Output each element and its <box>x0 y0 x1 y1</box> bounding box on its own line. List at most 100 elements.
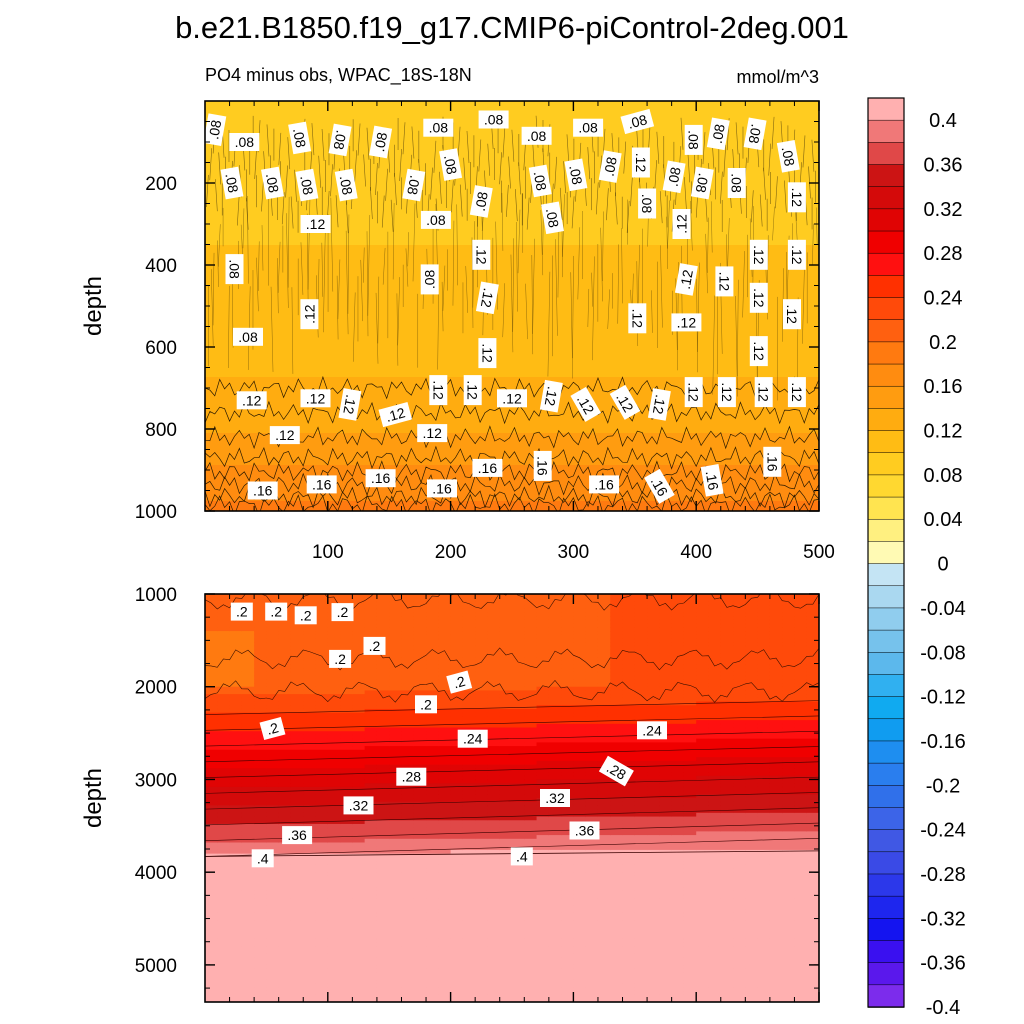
contour-label-box <box>749 282 768 313</box>
lower-fill-cell <box>450 916 464 921</box>
upper-contour-stroke <box>775 176 778 209</box>
lower-fill-cell <box>536 938 550 944</box>
lower-fill-cell <box>376 671 390 677</box>
lower-fill-cell <box>315 772 329 777</box>
contour-label-box <box>521 126 552 145</box>
lower-fill-cell <box>290 742 304 747</box>
lower-fill-cell <box>597 823 611 829</box>
lower-fill-cell <box>217 964 231 970</box>
lower-fill-cell <box>597 653 611 658</box>
lower-fill-cell <box>438 868 452 873</box>
lower-fill-cell <box>278 671 292 677</box>
lower-fill-cell <box>352 749 366 755</box>
lower-fill-cell <box>327 938 341 944</box>
lower-fill-cell <box>389 935 403 940</box>
lower-fill-cell <box>610 942 624 947</box>
lower-fill-cell <box>217 594 231 599</box>
lower-fill-cell <box>426 898 439 903</box>
lower-fill-cell <box>364 742 378 747</box>
lower-fill-cell <box>352 909 366 914</box>
contour-label-box <box>300 389 331 408</box>
lower-fill-cell <box>352 968 366 973</box>
lower-fill-cell <box>548 894 562 899</box>
lower-fill-cell <box>426 875 439 881</box>
lower-fill-cell <box>205 894 218 899</box>
lower-fill-cell <box>585 757 599 762</box>
lower-fill-cell <box>548 605 562 610</box>
lower-fill-cell <box>278 938 292 944</box>
lower-fill-cell <box>647 868 660 873</box>
upper-fill-band <box>205 369 819 374</box>
lower-fill-cell <box>315 846 329 851</box>
contour-label-box <box>690 166 714 200</box>
lower-fill-cell <box>475 961 489 966</box>
lower-fill-cell <box>499 634 513 640</box>
lower-fill-cell <box>340 701 353 706</box>
lower-fill-cell <box>340 779 353 784</box>
lower-fill-cell <box>401 849 415 855</box>
lower-fill-cell <box>524 775 538 781</box>
lower-fill-cell <box>278 645 292 651</box>
lower-fill-cell <box>229 957 243 962</box>
lower-fill-cell <box>512 820 525 825</box>
lower-fill-cell <box>229 983 243 988</box>
upper-contour-stroke <box>502 283 505 338</box>
lower-fill-cell <box>536 950 550 955</box>
lower-fill-cell <box>450 864 464 870</box>
lower-fill-cell <box>475 920 489 925</box>
lower-fill-cell <box>524 805 538 810</box>
lower-fill-cell <box>401 683 415 688</box>
lower-fill-cell <box>241 668 255 673</box>
contour-label-box <box>300 215 331 233</box>
lower-fill-cell <box>634 679 648 684</box>
lower-fill-cell <box>512 683 525 688</box>
lower-fill-cell <box>315 924 329 929</box>
lower-fill-cell <box>217 798 231 803</box>
lower-fill-cell <box>499 668 513 673</box>
lower-fill-cell <box>290 972 304 977</box>
lower-fill-cell <box>266 779 280 784</box>
lower-fill-cell <box>475 912 489 918</box>
lower-fill-cell <box>340 727 353 732</box>
lower-fill-cell <box>450 909 464 914</box>
lower-fill-cell <box>524 983 538 988</box>
contour-label: .08 <box>233 327 263 346</box>
upper-contour-stroke <box>277 241 281 293</box>
contour-label-text: .12 <box>542 385 561 407</box>
lower-fill-cell <box>536 820 550 825</box>
lower-fill-cell <box>585 679 599 684</box>
lower-fill-cell <box>303 683 317 688</box>
lower-fill-cell <box>548 642 562 647</box>
lower-fill-cell <box>217 783 231 788</box>
lower-fill-cell <box>561 890 574 896</box>
lower-fill-cell <box>205 683 218 688</box>
lower-fill-cell <box>205 742 218 747</box>
lower-fill-cell <box>376 783 390 788</box>
lower-fill-cell <box>278 935 292 940</box>
lower-fill-cell <box>217 931 231 936</box>
lower-fill-cell <box>634 942 648 947</box>
lower-fill-cell <box>217 942 231 947</box>
lower-fill-cell <box>401 979 415 985</box>
lower-fill-cell <box>278 868 292 873</box>
lower-fill-cell <box>413 842 427 847</box>
lower-fill-cell <box>512 842 525 847</box>
lower-fill-cell <box>352 994 366 999</box>
lower-fill-cell <box>536 901 550 907</box>
upper-contour-stroke <box>784 180 787 213</box>
upper-fill-band <box>205 289 819 294</box>
lower-fill-cell <box>585 631 599 636</box>
lower-fill-cell <box>450 772 464 777</box>
lower-fill-cell <box>364 712 378 717</box>
lower-fill-cell <box>376 749 390 755</box>
lower-fill-cell <box>205 938 218 944</box>
lower-fill-cell <box>634 712 648 717</box>
lower-fill-cell <box>597 642 611 647</box>
y-tick-label: 400 <box>145 256 177 277</box>
lower-fill-cell <box>647 634 660 640</box>
contour-label-box <box>420 264 439 295</box>
lower-fill-cell <box>290 694 304 699</box>
lower-fill-cell <box>254 734 267 740</box>
lower-fill-cell <box>561 712 574 717</box>
lower-fill-cell <box>315 920 329 925</box>
